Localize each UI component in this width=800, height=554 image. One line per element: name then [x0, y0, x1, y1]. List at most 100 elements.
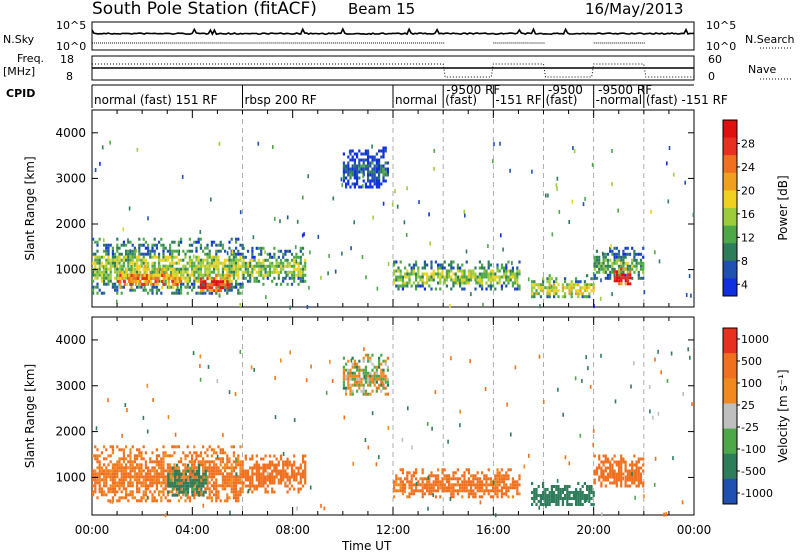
echo-speckle — [657, 411, 660, 416]
echo-cell — [375, 386, 378, 390]
echo-cell — [195, 279, 198, 283]
echo-cell — [304, 454, 307, 458]
echo-cell — [593, 267, 596, 271]
echo-cell — [217, 285, 220, 289]
echo-cell — [109, 454, 112, 458]
echo-cell — [158, 268, 162, 271]
echo-cell — [487, 272, 490, 276]
echo-cell — [215, 264, 218, 268]
echo-cell — [537, 500, 540, 503]
echo-cell — [161, 268, 164, 271]
echo-speckle — [492, 159, 494, 164]
echo-cell — [147, 466, 150, 470]
echo-cell — [371, 167, 374, 171]
echo-cell — [147, 277, 151, 280]
echo-cell — [202, 466, 205, 470]
echo-cell — [380, 182, 383, 186]
echo-speckle — [660, 370, 662, 375]
echo-cell — [461, 287, 464, 291]
echo-cell — [142, 261, 145, 265]
echo-cell — [618, 276, 621, 280]
echo-cell — [206, 454, 209, 458]
echo-cell — [219, 261, 222, 265]
echo-speckle — [109, 499, 112, 504]
echo-cell — [406, 474, 409, 478]
echo-cell — [204, 258, 207, 262]
echo-cell — [347, 374, 350, 378]
echo-cell — [118, 499, 121, 503]
echo-cell — [125, 252, 128, 256]
echo-cell — [237, 454, 240, 458]
echo-cell — [375, 185, 378, 189]
echo-speckle — [406, 186, 408, 191]
echo-cell — [369, 170, 372, 174]
echo-cell — [559, 494, 562, 497]
echo-cell — [96, 285, 99, 289]
echo-cell — [136, 264, 139, 268]
echo-speckle — [687, 347, 689, 352]
echo-cell — [173, 255, 176, 259]
echo-cell — [162, 490, 165, 494]
echo-cell — [489, 495, 492, 499]
echo-cell — [351, 371, 354, 375]
echo-cell — [401, 480, 404, 484]
echo-speckle — [589, 384, 592, 389]
echo-cell — [284, 463, 287, 467]
echo-cell — [230, 282, 233, 286]
echo-cell — [241, 460, 244, 464]
echo-cell — [232, 445, 235, 449]
echo-cell — [241, 466, 244, 470]
echo-cell — [615, 258, 618, 262]
echo-cell — [96, 457, 99, 461]
echo-cell — [441, 269, 444, 273]
echo-cell — [561, 488, 564, 491]
echo-cell — [131, 243, 134, 247]
echo-cell — [606, 252, 610, 256]
echo-cell — [96, 478, 99, 482]
echo-cell — [598, 478, 601, 482]
echo-speckle — [192, 285, 195, 289]
echo-cell — [367, 185, 370, 189]
echo-cell — [244, 276, 247, 280]
echo-cell — [119, 280, 122, 283]
echo-cell — [169, 271, 173, 274]
echo-cell — [213, 448, 216, 452]
echo-cell — [257, 264, 261, 268]
echo-cell — [162, 475, 165, 479]
echo-cell — [92, 484, 95, 488]
echo-cell — [242, 258, 245, 262]
echo-cell — [94, 264, 97, 268]
echo-cell — [136, 475, 139, 479]
echo-cell — [226, 291, 229, 295]
echo-cell — [174, 283, 177, 286]
echo-cell — [463, 281, 466, 285]
echo-cell — [184, 478, 187, 482]
echo-cell — [202, 280, 205, 284]
echo-cell — [138, 481, 141, 485]
echo-cell — [279, 472, 283, 476]
echo-cell — [295, 273, 298, 277]
echo-speckle — [192, 351, 195, 356]
echo-cell — [297, 481, 300, 485]
echo-cell — [273, 475, 276, 479]
echo-cell — [173, 469, 176, 473]
echo-cell — [426, 281, 429, 285]
echo-cell — [230, 466, 233, 470]
echo-speckle — [654, 250, 656, 255]
echo-cell — [375, 371, 378, 375]
echo-cell — [613, 246, 616, 250]
echo-speckle — [323, 506, 326, 511]
echo-cell — [213, 475, 216, 479]
echo-cell — [116, 285, 119, 289]
echo-cell — [470, 480, 473, 484]
echo-cell — [378, 158, 381, 162]
echo-cell — [202, 264, 205, 268]
echo-cell — [215, 451, 218, 455]
echo-cell — [439, 495, 442, 499]
echo-cell — [138, 448, 141, 452]
echo-cell — [478, 489, 481, 493]
echo-cell — [602, 270, 605, 274]
echo-cell — [459, 266, 462, 270]
echo-cell — [199, 490, 202, 494]
echo-cell — [180, 279, 183, 283]
